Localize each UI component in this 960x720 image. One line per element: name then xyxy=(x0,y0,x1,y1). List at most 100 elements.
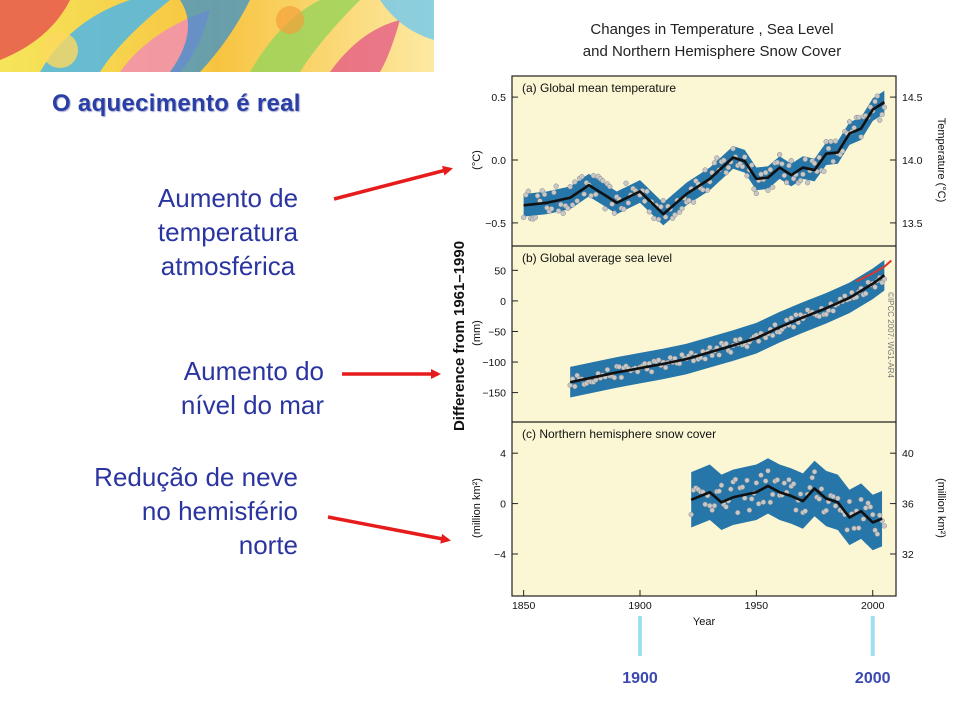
data-point xyxy=(774,477,780,483)
data-point xyxy=(856,525,862,531)
data-point xyxy=(702,501,708,508)
data-point xyxy=(737,336,743,342)
data-point xyxy=(553,183,559,189)
data-point xyxy=(744,477,750,484)
data-point xyxy=(765,187,771,193)
data-point xyxy=(625,200,632,206)
panel-y-axis-label-right: Temperature (°C) xyxy=(935,118,947,202)
y-tick-label-right: 32 xyxy=(902,549,914,561)
data-point xyxy=(569,202,576,208)
data-point xyxy=(823,311,829,317)
data-point xyxy=(655,216,662,223)
data-point xyxy=(816,496,822,502)
label-line: Aumento de xyxy=(157,183,299,213)
data-point xyxy=(807,484,813,491)
data-point xyxy=(830,493,836,500)
data-point xyxy=(767,166,773,173)
data-point xyxy=(786,162,792,169)
y-tick-label-right: 14.0 xyxy=(902,155,923,167)
data-point xyxy=(867,104,874,110)
data-point xyxy=(800,171,806,177)
data-point xyxy=(523,192,529,198)
data-point xyxy=(844,527,850,533)
data-point xyxy=(723,341,729,347)
data-point xyxy=(648,369,655,375)
data-point xyxy=(749,496,755,502)
year-marker-label: 2000 xyxy=(855,670,891,687)
data-point xyxy=(756,338,762,344)
y-tick-label: −100 xyxy=(482,357,506,369)
y-tick-label-right: 40 xyxy=(902,448,914,460)
y-tick-label: 0.5 xyxy=(491,92,506,104)
pointer-arrows xyxy=(327,165,453,544)
data-point xyxy=(770,491,776,498)
data-point xyxy=(760,499,766,505)
data-point xyxy=(879,111,885,118)
data-point xyxy=(593,191,599,198)
data-point xyxy=(781,480,787,486)
data-point xyxy=(779,161,785,167)
data-point xyxy=(823,507,829,514)
y-tick-label: −0.5 xyxy=(485,218,506,230)
x-axis-label: Year xyxy=(693,616,716,628)
data-point xyxy=(709,507,715,513)
data-point xyxy=(616,364,622,370)
data-point xyxy=(816,154,822,161)
data-point xyxy=(818,486,825,492)
data-point xyxy=(744,173,750,179)
panel-y-axis-label: (°C) xyxy=(471,150,483,170)
y-tick-label: 0 xyxy=(500,296,506,308)
data-point xyxy=(721,157,727,163)
data-point xyxy=(786,477,792,483)
data-point xyxy=(793,507,799,513)
data-point xyxy=(655,357,662,363)
data-point xyxy=(790,481,797,487)
data-point xyxy=(590,172,597,179)
data-point xyxy=(816,313,822,320)
data-point xyxy=(611,210,618,216)
data-point xyxy=(860,516,867,522)
data-point xyxy=(728,349,734,355)
data-point xyxy=(730,146,736,152)
data-point xyxy=(646,209,652,215)
data-point xyxy=(811,469,818,475)
data-point xyxy=(702,167,708,173)
data-point xyxy=(702,356,708,362)
panel-y-axis-label-right: (million km²) xyxy=(935,478,947,538)
data-point xyxy=(835,495,841,502)
data-point xyxy=(874,531,881,537)
data-point xyxy=(739,484,746,490)
label-line: temperatura xyxy=(157,217,299,247)
data-point xyxy=(863,290,869,297)
data-point xyxy=(846,498,853,505)
data-point xyxy=(732,476,739,483)
y-tick-label: −150 xyxy=(482,388,506,400)
data-point xyxy=(607,183,613,190)
data-point xyxy=(763,478,769,484)
data-point xyxy=(723,504,729,510)
data-point xyxy=(525,188,531,194)
data-point xyxy=(539,188,545,194)
data-point xyxy=(723,169,729,176)
data-point xyxy=(872,284,878,290)
data-point xyxy=(739,163,746,170)
data-point xyxy=(551,189,557,196)
data-point xyxy=(751,186,757,192)
slide-title: O aquecimento é real xyxy=(52,90,301,117)
series-line xyxy=(690,484,883,524)
data-point xyxy=(658,204,664,210)
credit-label: ©IPCC 2007: WG1-AR4 xyxy=(886,292,895,378)
data-point xyxy=(742,154,748,160)
y-tick-label: 4 xyxy=(500,448,506,460)
data-point xyxy=(604,367,611,373)
data-point xyxy=(856,114,862,121)
temperature-arrow xyxy=(333,165,453,201)
data-point xyxy=(707,503,713,509)
data-point xyxy=(735,510,741,516)
snow-cover-arrow xyxy=(327,515,451,544)
data-point xyxy=(618,374,625,381)
data-point xyxy=(753,190,760,197)
y-tick-label: 0.0 xyxy=(491,155,506,167)
y-tick-label: 0 xyxy=(500,499,506,511)
data-point xyxy=(842,293,848,299)
